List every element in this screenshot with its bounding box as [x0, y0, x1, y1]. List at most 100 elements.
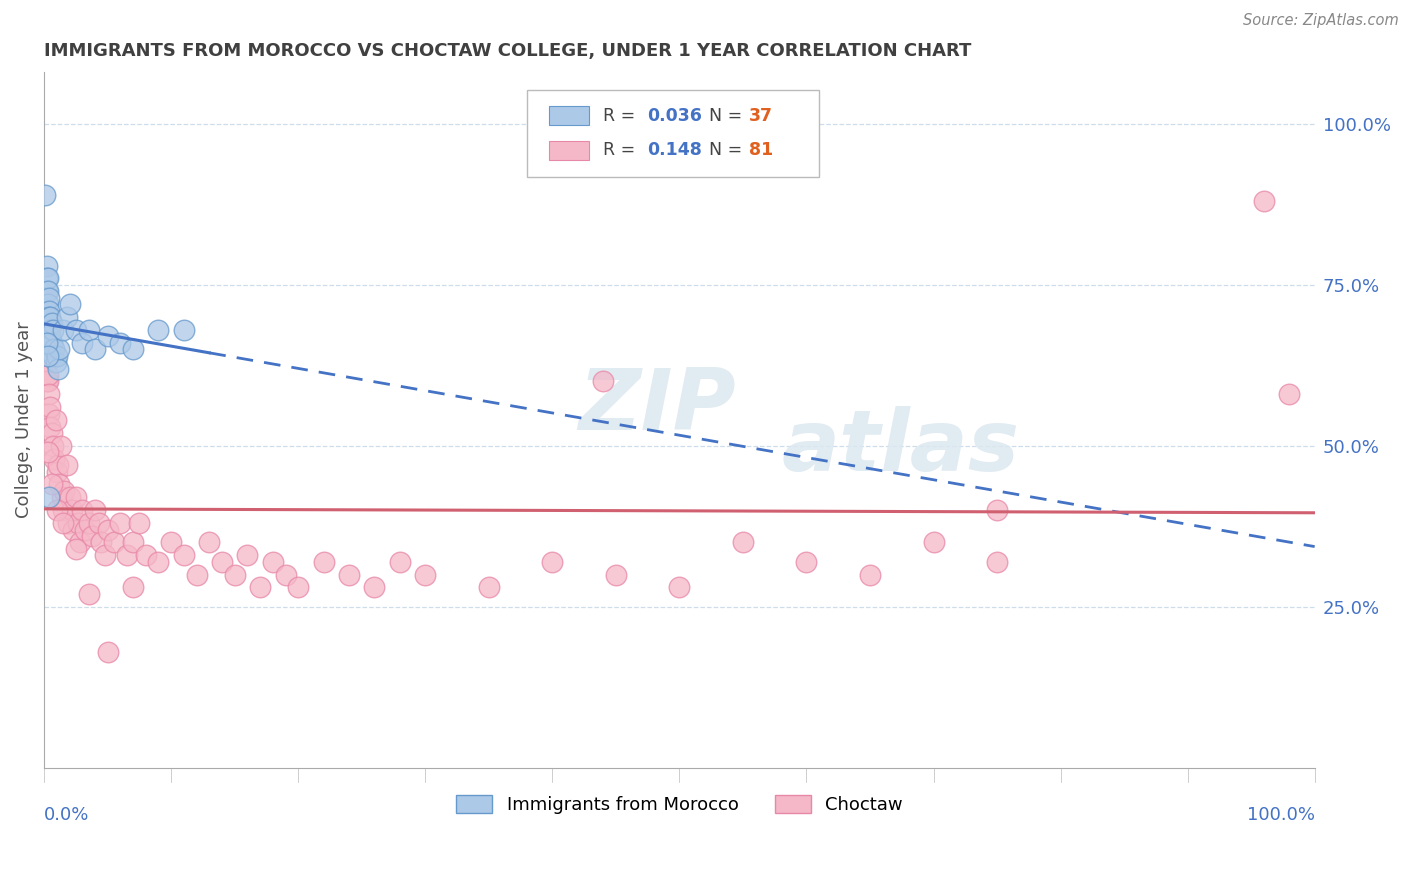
- Point: [45, 503, 67, 517]
- Point: [42, 349, 65, 363]
- Point: [58, 297, 80, 311]
- Point: [45, 465, 67, 479]
- Point: [796, 555, 818, 569]
- Point: [65, 541, 87, 556]
- Point: [42, 439, 65, 453]
- Point: [87, 516, 110, 530]
- Point: [38, 310, 60, 324]
- Text: Source: ZipAtlas.com: Source: ZipAtlas.com: [1243, 13, 1399, 29]
- Point: [77, 323, 100, 337]
- Point: [41, 477, 63, 491]
- Point: [262, 555, 284, 569]
- Point: [39, 310, 62, 324]
- Point: [51, 491, 73, 505]
- Text: IMMIGRANTS FROM MOROCCO VS CHOCTAW COLLEGE, UNDER 1 YEAR CORRELATION CHART: IMMIGRANTS FROM MOROCCO VS CHOCTAW COLLE…: [44, 42, 972, 60]
- Point: [35, 335, 58, 350]
- Point: [128, 516, 150, 530]
- Point: [287, 581, 309, 595]
- Point: [160, 535, 183, 549]
- Point: [236, 548, 259, 562]
- Point: [37, 271, 59, 285]
- Point: [52, 516, 75, 530]
- Point: [45, 349, 67, 363]
- Point: [52, 503, 75, 517]
- Point: [38, 407, 60, 421]
- Point: [65, 491, 87, 505]
- Point: [478, 581, 501, 595]
- Point: [148, 555, 170, 569]
- Point: [90, 535, 112, 549]
- Point: [39, 329, 62, 343]
- Bar: [548, 106, 589, 125]
- Point: [39, 323, 62, 337]
- Point: [37, 349, 59, 363]
- Point: [56, 310, 79, 324]
- Point: [48, 477, 70, 491]
- Point: [77, 516, 100, 530]
- Point: [82, 529, 104, 543]
- Point: [122, 343, 145, 357]
- Point: [34, 335, 56, 350]
- Point: [45, 355, 67, 369]
- Text: 100.0%: 100.0%: [1247, 806, 1315, 824]
- Point: [115, 548, 138, 562]
- Point: [41, 335, 63, 350]
- Point: [605, 567, 627, 582]
- Point: [35, 375, 58, 389]
- Point: [97, 523, 120, 537]
- Point: [541, 555, 564, 569]
- Point: [46, 458, 69, 472]
- Point: [211, 555, 233, 569]
- Point: [173, 548, 195, 562]
- Point: [48, 343, 70, 357]
- Point: [70, 503, 93, 517]
- Text: atlas: atlas: [782, 407, 1019, 490]
- Point: [186, 567, 208, 582]
- Point: [337, 567, 360, 582]
- Point: [37, 445, 59, 459]
- Text: N =: N =: [709, 141, 748, 160]
- Y-axis label: College, Under 1 year: College, Under 1 year: [15, 322, 32, 518]
- Point: [53, 483, 76, 498]
- Point: [35, 285, 58, 299]
- Point: [94, 548, 117, 562]
- Point: [224, 567, 246, 582]
- Point: [38, 303, 60, 318]
- Point: [122, 581, 145, 595]
- Point: [84, 343, 107, 357]
- Text: 0.148: 0.148: [648, 141, 703, 160]
- Point: [37, 297, 59, 311]
- Point: [41, 425, 63, 440]
- Point: [39, 400, 62, 414]
- Point: [135, 548, 157, 562]
- Point: [122, 535, 145, 549]
- Legend: Immigrants from Morocco, Choctaw: Immigrants from Morocco, Choctaw: [449, 788, 910, 822]
- Point: [274, 567, 297, 582]
- Point: [38, 387, 60, 401]
- Point: [46, 361, 69, 376]
- Point: [65, 323, 87, 337]
- Point: [37, 285, 59, 299]
- Point: [77, 587, 100, 601]
- Point: [34, 187, 56, 202]
- Point: [110, 335, 132, 350]
- Point: [731, 535, 754, 549]
- Point: [60, 503, 83, 517]
- Point: [52, 323, 75, 337]
- Point: [67, 516, 90, 530]
- Text: N =: N =: [709, 106, 748, 125]
- Text: ZIP: ZIP: [578, 365, 735, 448]
- Point: [84, 503, 107, 517]
- Point: [70, 335, 93, 350]
- Point: [413, 567, 436, 582]
- Point: [97, 645, 120, 659]
- Point: [58, 491, 80, 505]
- Point: [1253, 194, 1275, 209]
- Point: [42, 323, 65, 337]
- Point: [668, 581, 690, 595]
- Text: 0.036: 0.036: [648, 106, 703, 125]
- Point: [1278, 387, 1301, 401]
- Point: [986, 555, 1008, 569]
- Point: [62, 523, 84, 537]
- Point: [39, 419, 62, 434]
